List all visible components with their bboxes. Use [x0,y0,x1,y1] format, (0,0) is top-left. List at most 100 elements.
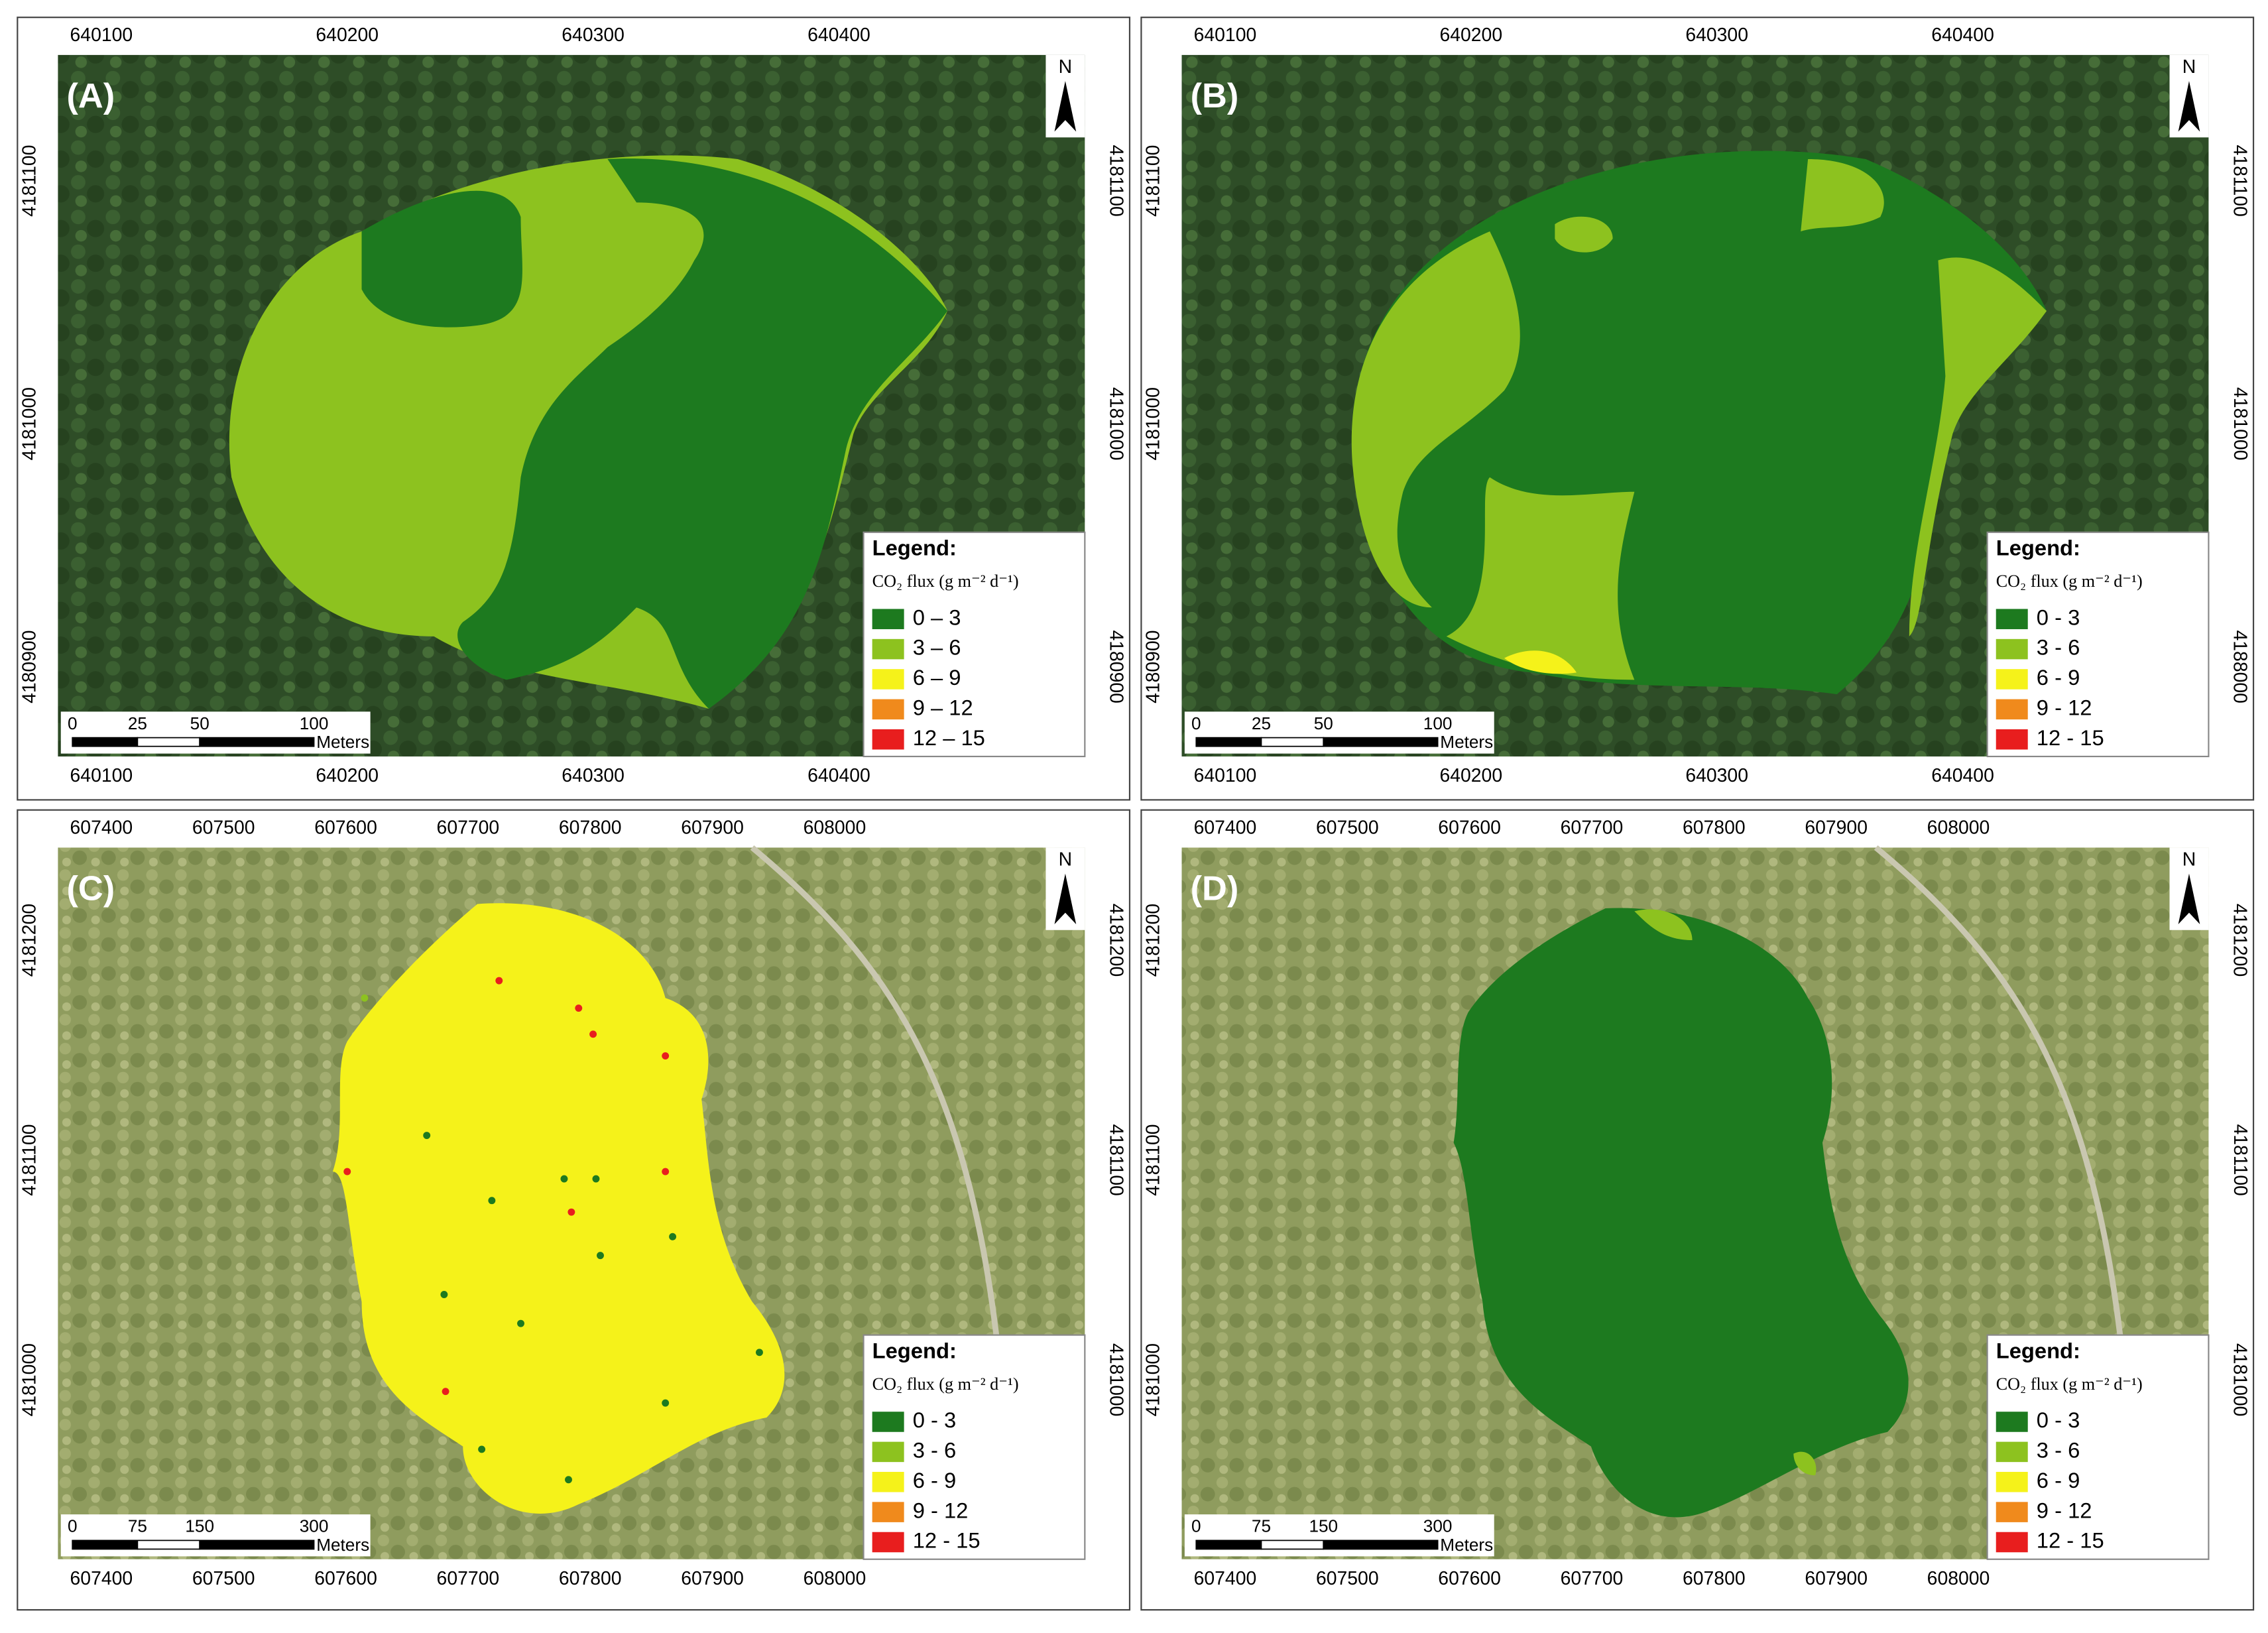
legend-label: 12 – 15 [913,725,985,750]
legend-label: 6 - 9 [2037,1468,2080,1492]
scale-bar-label: 300 [1423,1516,1453,1536]
scale-bar-segment [199,737,315,747]
x-coordinate-label: 607800 [1683,817,1746,839]
y-coordinate-label: 4181000 [2230,1343,2251,1416]
scale-bar-segment [1323,737,1439,747]
y-coordinate-label: 4181000 [19,387,40,460]
y-coordinate-label: 4181000 [1106,387,1127,460]
scale-bar-label: 100 [1423,713,1453,733]
sample-point [565,1476,572,1484]
scale-bar-segment [137,737,201,747]
legend-title: Legend: [872,536,957,560]
scale-bar-segment [72,737,139,747]
x-coordinate-label: 608000 [804,817,866,839]
x-coordinate-label: 607900 [1805,817,1868,839]
sample-point [662,1399,670,1407]
legend-label: 0 - 3 [2037,605,2080,629]
north-label: N [1059,849,1072,871]
x-coordinate-label: 640200 [316,765,379,786]
legend-subtitle: CO₂ flux (g m⁻² d⁻¹) [1996,1374,2143,1394]
legend-swatch [1996,1502,2028,1522]
scale-bar-label: 150 [185,1516,214,1536]
y-coordinate-label: 4181000 [2230,387,2251,460]
legend-swatch [1996,699,2028,720]
legend-label: 9 - 12 [2037,1498,2092,1522]
scale-bar-segment [1195,737,1262,747]
legend-swatch [1996,609,2028,629]
y-coordinate-label: 4181200 [1106,904,1127,977]
legend-swatch [872,1441,904,1463]
north-arrow [1054,81,1077,132]
scale-bar-segment [137,1540,201,1550]
x-coordinate-label: 607800 [1683,1568,1746,1589]
legend-swatch [872,1412,904,1432]
scale-bar-label: 0 [68,1516,78,1536]
y-coordinate-label: 4181000 [19,1343,40,1416]
sample-point [361,994,369,1002]
legend-swatch [1996,1532,2028,1553]
x-coordinate-label: 607500 [192,817,255,839]
x-coordinate-label: 640200 [1439,765,1502,786]
flux-zone [1555,216,1613,253]
x-coordinate-label: 607900 [681,1568,744,1589]
north-label: N [2182,56,2196,78]
y-coordinate-label: 4180900 [1143,631,1164,703]
north-label: N [1059,56,1072,78]
panel-label: (D) [1191,870,1239,908]
sample-point [495,977,503,985]
panel-label: (B) [1191,77,1239,115]
map-panel: (A) N 640100 640200 640300 640400 640100 640200… [17,17,1131,801]
legend-label: 0 - 3 [913,1408,956,1432]
y-coordinate-label: 4181100 [1143,145,1164,217]
north-arrow [1054,873,1077,925]
x-coordinate-label: 640400 [807,25,870,46]
legend-label: 0 - 3 [2037,1408,2080,1432]
x-coordinate-label: 640400 [807,765,870,786]
sample-point [343,1168,351,1176]
x-coordinate-label: 607500 [192,1568,255,1589]
sample-point [488,1197,496,1205]
legend-label: 3 - 6 [913,1438,956,1463]
legend-label: 6 - 9 [913,1468,956,1492]
sample-point [423,1132,431,1139]
legend-label: 12 - 15 [913,1528,981,1553]
x-coordinate-label: 607600 [314,1568,377,1589]
y-coordinate-label: 4180900 [1106,631,1127,703]
panel-label: (A) [66,77,115,115]
x-coordinate-label: 608000 [804,1568,866,1589]
legend-label: 12 - 15 [2037,725,2104,750]
sample-point [662,1168,670,1176]
flux-zone [1504,650,1577,674]
legend-swatch [872,1471,904,1492]
flux-zone [332,903,785,1514]
y-coordinate-label: 4181100 [1143,1124,1164,1195]
legend-swatch [872,1502,904,1522]
y-coordinate-label: 4181200 [19,904,40,977]
y-coordinate-label: 4181100 [1106,1124,1127,1195]
x-coordinate-label: 640400 [1931,765,1994,786]
sample-point [567,1208,575,1216]
scale-bar-label: 0 [68,713,78,733]
legend-swatch [1996,638,2028,660]
flux-zone [1446,477,1635,680]
legend-label: 9 - 12 [913,1498,969,1522]
flux-zone [361,190,522,328]
x-coordinate-label: 640100 [1194,25,1257,46]
y-coordinate-label: 4181200 [2230,904,2251,977]
legend-swatch [1996,669,2028,690]
x-coordinate-label: 640300 [562,25,625,46]
legend-title: Legend: [872,1338,957,1362]
x-coordinate-label: 607600 [314,817,377,839]
x-coordinate-label: 607700 [1561,1568,1624,1589]
y-coordinate-label: 4181100 [2230,1124,2251,1195]
scale-bar-label: 300 [300,1516,329,1536]
legend-swatch [872,1532,904,1553]
x-coordinate-label: 607400 [1194,817,1257,839]
y-coordinate-label: 4181100 [1106,145,1127,217]
legend-swatch [872,609,904,629]
scale-bar-unit: Meters [1440,732,1493,752]
x-coordinate-label: 607700 [437,817,500,839]
legend-label: 3 - 6 [2037,635,2080,660]
x-coordinate-label: 640300 [1685,25,1748,46]
sample-point [669,1233,677,1240]
